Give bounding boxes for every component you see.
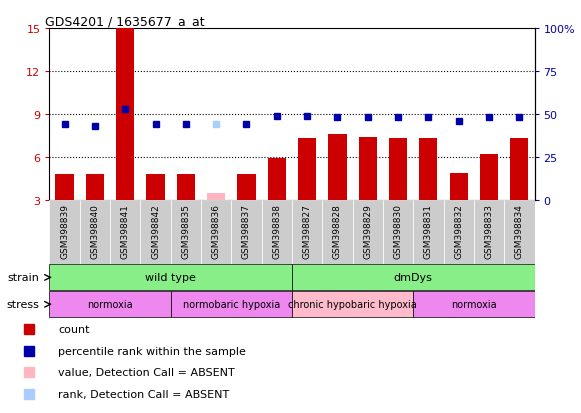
- Text: normoxia: normoxia: [87, 299, 133, 310]
- Text: normobaric hypoxia: normobaric hypoxia: [182, 299, 280, 310]
- Bar: [231, 200, 261, 264]
- Text: percentile rank within the sample: percentile rank within the sample: [58, 346, 246, 356]
- Bar: [201, 200, 231, 264]
- Bar: [413, 200, 443, 264]
- Text: GSM398832: GSM398832: [454, 204, 463, 258]
- Bar: [292, 200, 322, 264]
- Bar: [443, 200, 474, 264]
- Text: stress: stress: [7, 299, 40, 310]
- Bar: [49, 292, 171, 318]
- Bar: [292, 265, 535, 291]
- Text: GSM398834: GSM398834: [515, 204, 524, 258]
- Text: GSM398830: GSM398830: [393, 204, 403, 259]
- Text: wild type: wild type: [145, 273, 196, 283]
- Text: GDS4201 / 1635677_a_at: GDS4201 / 1635677_a_at: [45, 15, 204, 28]
- Bar: [480, 154, 498, 200]
- Bar: [171, 200, 201, 264]
- Bar: [86, 175, 104, 200]
- Bar: [261, 200, 292, 264]
- Bar: [292, 292, 413, 318]
- Text: GSM398831: GSM398831: [424, 204, 433, 259]
- Text: GSM398840: GSM398840: [91, 204, 99, 258]
- Text: GSM398838: GSM398838: [272, 204, 281, 259]
- Bar: [353, 200, 383, 264]
- Bar: [383, 200, 413, 264]
- Text: GSM398835: GSM398835: [181, 204, 191, 259]
- Bar: [110, 200, 141, 264]
- Text: strain: strain: [8, 273, 40, 283]
- Bar: [504, 200, 535, 264]
- Bar: [171, 292, 292, 318]
- Bar: [49, 200, 80, 264]
- Text: normoxia: normoxia: [451, 299, 497, 310]
- Text: rank, Detection Call = ABSENT: rank, Detection Call = ABSENT: [58, 389, 229, 399]
- Text: value, Detection Call = ABSENT: value, Detection Call = ABSENT: [58, 368, 235, 377]
- Text: GSM398836: GSM398836: [211, 204, 221, 259]
- Bar: [358, 138, 377, 200]
- Bar: [328, 135, 346, 200]
- Bar: [238, 175, 256, 200]
- Bar: [141, 200, 171, 264]
- Bar: [80, 200, 110, 264]
- Bar: [146, 175, 164, 200]
- Bar: [207, 193, 225, 200]
- Bar: [413, 292, 535, 318]
- Text: GSM398842: GSM398842: [151, 204, 160, 258]
- Text: chronic hypobaric hypoxia: chronic hypobaric hypoxia: [288, 299, 417, 310]
- Bar: [298, 139, 316, 200]
- Bar: [510, 139, 529, 200]
- Bar: [268, 159, 286, 200]
- Bar: [116, 29, 134, 200]
- Text: GSM398837: GSM398837: [242, 204, 251, 259]
- Text: dmDys: dmDys: [394, 273, 433, 283]
- Bar: [450, 173, 468, 200]
- Bar: [322, 200, 353, 264]
- Bar: [49, 265, 292, 291]
- Text: GSM398839: GSM398839: [60, 204, 69, 259]
- Bar: [389, 139, 407, 200]
- Bar: [474, 200, 504, 264]
- Bar: [55, 175, 74, 200]
- Text: count: count: [58, 324, 89, 334]
- Text: GSM398827: GSM398827: [303, 204, 311, 258]
- Bar: [419, 139, 437, 200]
- Text: GSM398833: GSM398833: [485, 204, 493, 259]
- Text: GSM398828: GSM398828: [333, 204, 342, 258]
- Text: GSM398841: GSM398841: [121, 204, 130, 258]
- Text: GSM398829: GSM398829: [363, 204, 372, 258]
- Bar: [177, 175, 195, 200]
